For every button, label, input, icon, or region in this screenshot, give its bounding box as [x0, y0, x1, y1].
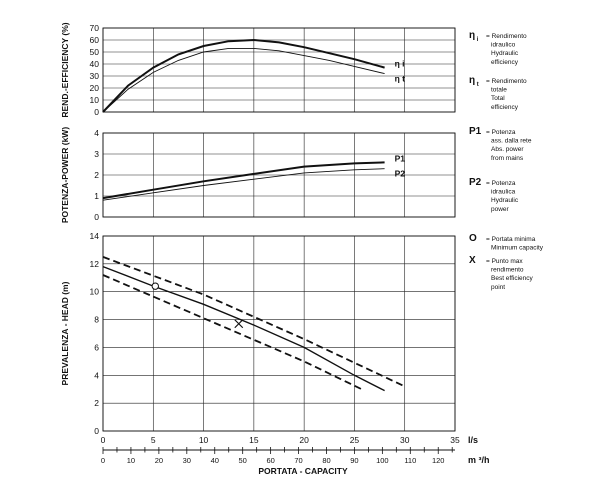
- power-plot-frame: [102, 132, 456, 218]
- x2-tick-label: 50: [239, 456, 247, 465]
- x2-tick-label: 120: [432, 456, 445, 465]
- legend-symbol: O: [469, 233, 477, 244]
- legend-description: Abs. power: [491, 146, 524, 153]
- x2-tick-label: 30: [183, 456, 191, 465]
- x-tick-label: 25: [350, 435, 360, 445]
- x2-tick-label: 100: [376, 456, 389, 465]
- x2-tick-label: 40: [211, 456, 219, 465]
- x2-tick-label: 60: [266, 456, 274, 465]
- legend-description: Hydraulic: [491, 197, 519, 204]
- series-label: P2: [395, 169, 406, 179]
- legend-symbol: η t: [469, 75, 479, 88]
- legend-description: rendimento: [491, 267, 524, 274]
- y-tick-label: 0: [94, 212, 99, 222]
- x2-tick-label: 20: [155, 456, 163, 465]
- legend-description: = Portata minima: [486, 236, 536, 243]
- y-tick-label: 10: [90, 287, 100, 297]
- y-tick-label: 70: [90, 23, 100, 33]
- legend-symbol: P1: [469, 126, 482, 137]
- x2-unit-label: m ³/h: [468, 455, 490, 465]
- y-tick-label: 14: [90, 231, 100, 241]
- series-label: P1: [395, 153, 406, 163]
- y-tick-label: 20: [90, 83, 100, 93]
- legend-description: = Potenza: [486, 180, 516, 187]
- y-tick-label: 0: [94, 107, 99, 117]
- efficiency-plot-frame: [102, 27, 456, 113]
- x-tick-label: 15: [249, 435, 259, 445]
- legend-description: power: [491, 206, 510, 213]
- y-tick-label: 60: [90, 35, 100, 45]
- x2-tick-label: 70: [294, 456, 302, 465]
- legend-description: = Rendimento: [486, 33, 527, 40]
- y-axis-title: PREVALENZA - HEAD (m): [60, 281, 70, 385]
- y-tick-label: 8: [94, 315, 99, 325]
- marker-stroke: [234, 319, 244, 329]
- minimum-capacity-marker: [151, 282, 159, 290]
- series-line-p2: [102, 168, 385, 201]
- x-unit-label: l/s: [468, 435, 478, 445]
- x-tick-label: 20: [299, 435, 309, 445]
- x-tick-label: 30: [400, 435, 410, 445]
- x-tick-label: 10: [199, 435, 209, 445]
- legend-description: ass. dalla rete: [491, 138, 532, 145]
- legend-description: Total: [491, 95, 505, 102]
- legend-description: = Punto max: [486, 258, 523, 265]
- legend-description: idraulico: [491, 42, 516, 49]
- y-tick-label: 2: [94, 398, 99, 408]
- y-tick-label: 12: [90, 259, 100, 269]
- legend-description: = Rendimento: [486, 78, 527, 85]
- y-tick-label: 4: [94, 128, 99, 138]
- x-tick-label: 5: [151, 435, 156, 445]
- legend-description: efficiency: [491, 59, 519, 66]
- legend-description: point: [491, 284, 505, 291]
- y-tick-label: 30: [90, 71, 100, 81]
- series-line-head-curve: [102, 265, 385, 392]
- x-tick-label: 0: [101, 435, 106, 445]
- legend-description: Best efficiency: [491, 275, 534, 282]
- series-line-i: [102, 38, 385, 113]
- x-tick-label: 35: [450, 435, 460, 445]
- x2-tick-label: 0: [101, 456, 105, 465]
- legend-description: Hydraulic: [491, 50, 519, 57]
- x2-tick-label: 110: [404, 456, 416, 465]
- y-tick-label: 50: [90, 47, 100, 57]
- legend-description: Minimum capacity: [491, 245, 544, 252]
- head-plot-frame: [102, 235, 456, 432]
- y-tick-label: 6: [94, 342, 99, 352]
- legend-symbol: η i: [469, 30, 479, 43]
- y-axis-title: REND.-EFFICIENCY (%): [60, 22, 70, 117]
- series-line-p1: [102, 161, 385, 200]
- legend-symbol: P2: [469, 177, 482, 188]
- series-label: η i: [395, 59, 405, 69]
- y-tick-label: 2: [94, 170, 99, 180]
- legend-description: from mains: [491, 155, 524, 162]
- legend-symbol: X: [469, 255, 476, 266]
- x-axis-title: PORTATA - CAPACITY: [258, 466, 348, 476]
- y-axis-title: POTENZA-POWER (kW): [60, 127, 70, 223]
- best-efficiency-marker: [234, 319, 244, 329]
- y-tick-label: 3: [94, 149, 99, 159]
- series-label: η t: [395, 74, 406, 84]
- x2-tick-label: 90: [350, 456, 358, 465]
- x2-tick-label: 10: [127, 456, 135, 465]
- y-tick-label: 0: [94, 426, 99, 436]
- y-tick-label: 10: [90, 95, 100, 105]
- y-tick-label: 1: [94, 191, 99, 201]
- series-line-t: [102, 47, 385, 113]
- y-tick-label: 4: [94, 370, 99, 380]
- legend-description: idraulica: [491, 189, 516, 196]
- series-line-lower-tolerance: [102, 274, 365, 392]
- y-tick-label: 40: [90, 59, 100, 69]
- legend-description: totale: [491, 87, 507, 94]
- x2-tick-label: 80: [322, 456, 330, 465]
- legend-entry: O = Portata minima Minimum capacity: [469, 233, 544, 252]
- legend-description: = Potenza: [486, 129, 516, 136]
- legend-description: efficiency: [491, 104, 519, 111]
